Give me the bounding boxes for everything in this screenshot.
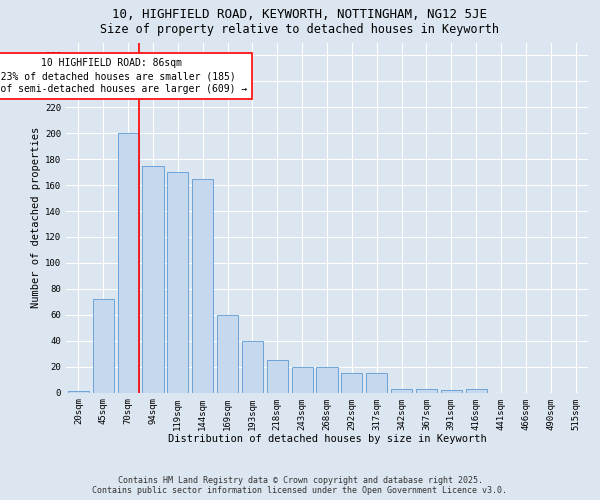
- Bar: [167, 172, 188, 392]
- Bar: [267, 360, 288, 392]
- Bar: [341, 373, 362, 392]
- Bar: [118, 133, 139, 392]
- X-axis label: Distribution of detached houses by size in Keyworth: Distribution of detached houses by size …: [167, 434, 487, 444]
- Bar: [68, 391, 89, 392]
- Bar: [416, 388, 437, 392]
- Text: Contains HM Land Registry data © Crown copyright and database right 2025.
Contai: Contains HM Land Registry data © Crown c…: [92, 476, 508, 495]
- Text: 10, HIGHFIELD ROAD, KEYWORTH, NOTTINGHAM, NG12 5JE: 10, HIGHFIELD ROAD, KEYWORTH, NOTTINGHAM…: [113, 8, 487, 20]
- Y-axis label: Number of detached properties: Number of detached properties: [31, 127, 41, 308]
- Bar: [93, 299, 114, 392]
- Bar: [366, 373, 387, 392]
- Bar: [466, 388, 487, 392]
- Bar: [316, 366, 338, 392]
- Bar: [391, 388, 412, 392]
- Bar: [192, 178, 213, 392]
- Text: 10 HIGHFIELD ROAD: 86sqm
← 23% of detached houses are smaller (185)
76% of semi-: 10 HIGHFIELD ROAD: 86sqm ← 23% of detach…: [0, 58, 247, 94]
- Bar: [242, 340, 263, 392]
- Bar: [292, 366, 313, 392]
- Bar: [142, 166, 164, 392]
- Bar: [217, 314, 238, 392]
- Bar: [441, 390, 462, 392]
- Text: Size of property relative to detached houses in Keyworth: Size of property relative to detached ho…: [101, 22, 499, 36]
